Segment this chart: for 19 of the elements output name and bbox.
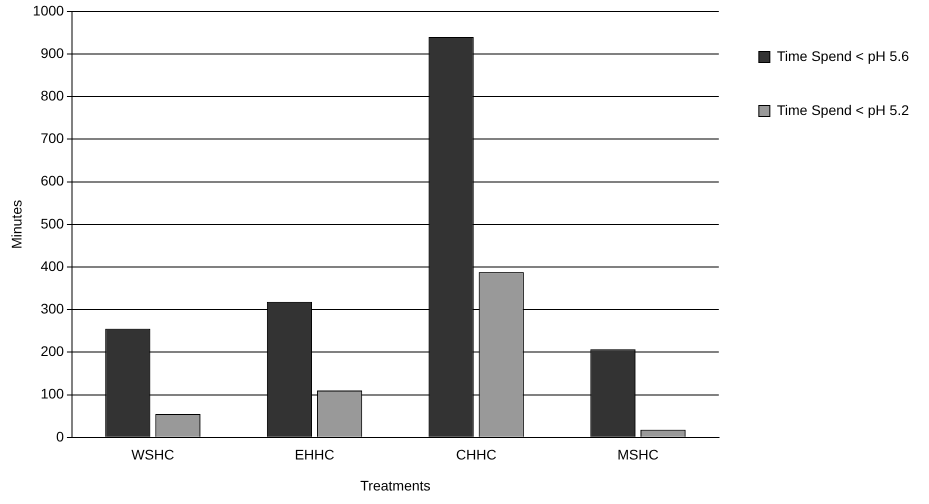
y-tick-label: 300 [40,300,64,316]
legend-label: Time Spend < pH 5.2 [776,102,910,118]
y-tick-label: 500 [40,215,64,232]
x-tick-label: WSHC [131,446,174,463]
y-tick-label: 200 [40,343,64,360]
y-tick-label: 400 [40,258,64,274]
y-axis-title: Minutes [8,200,24,249]
x-axis-title: Treatments [360,477,431,494]
x-tick-label: EHHC [294,446,334,463]
x-tick-label: MSHC [617,446,659,463]
y-tick-label: 900 [40,44,64,61]
y-tick-label: 1000 [32,2,64,18]
y-tick-label: 700 [40,130,64,146]
y-tick-label: 600 [40,172,64,189]
legend-label: Time Spend < pH 5.6 [776,48,910,64]
y-tick-label: 800 [40,87,64,104]
x-tick-label: CHHC [456,446,496,463]
y-tick-label: 100 [40,386,64,402]
y-tick-label: 0 [56,428,64,444]
